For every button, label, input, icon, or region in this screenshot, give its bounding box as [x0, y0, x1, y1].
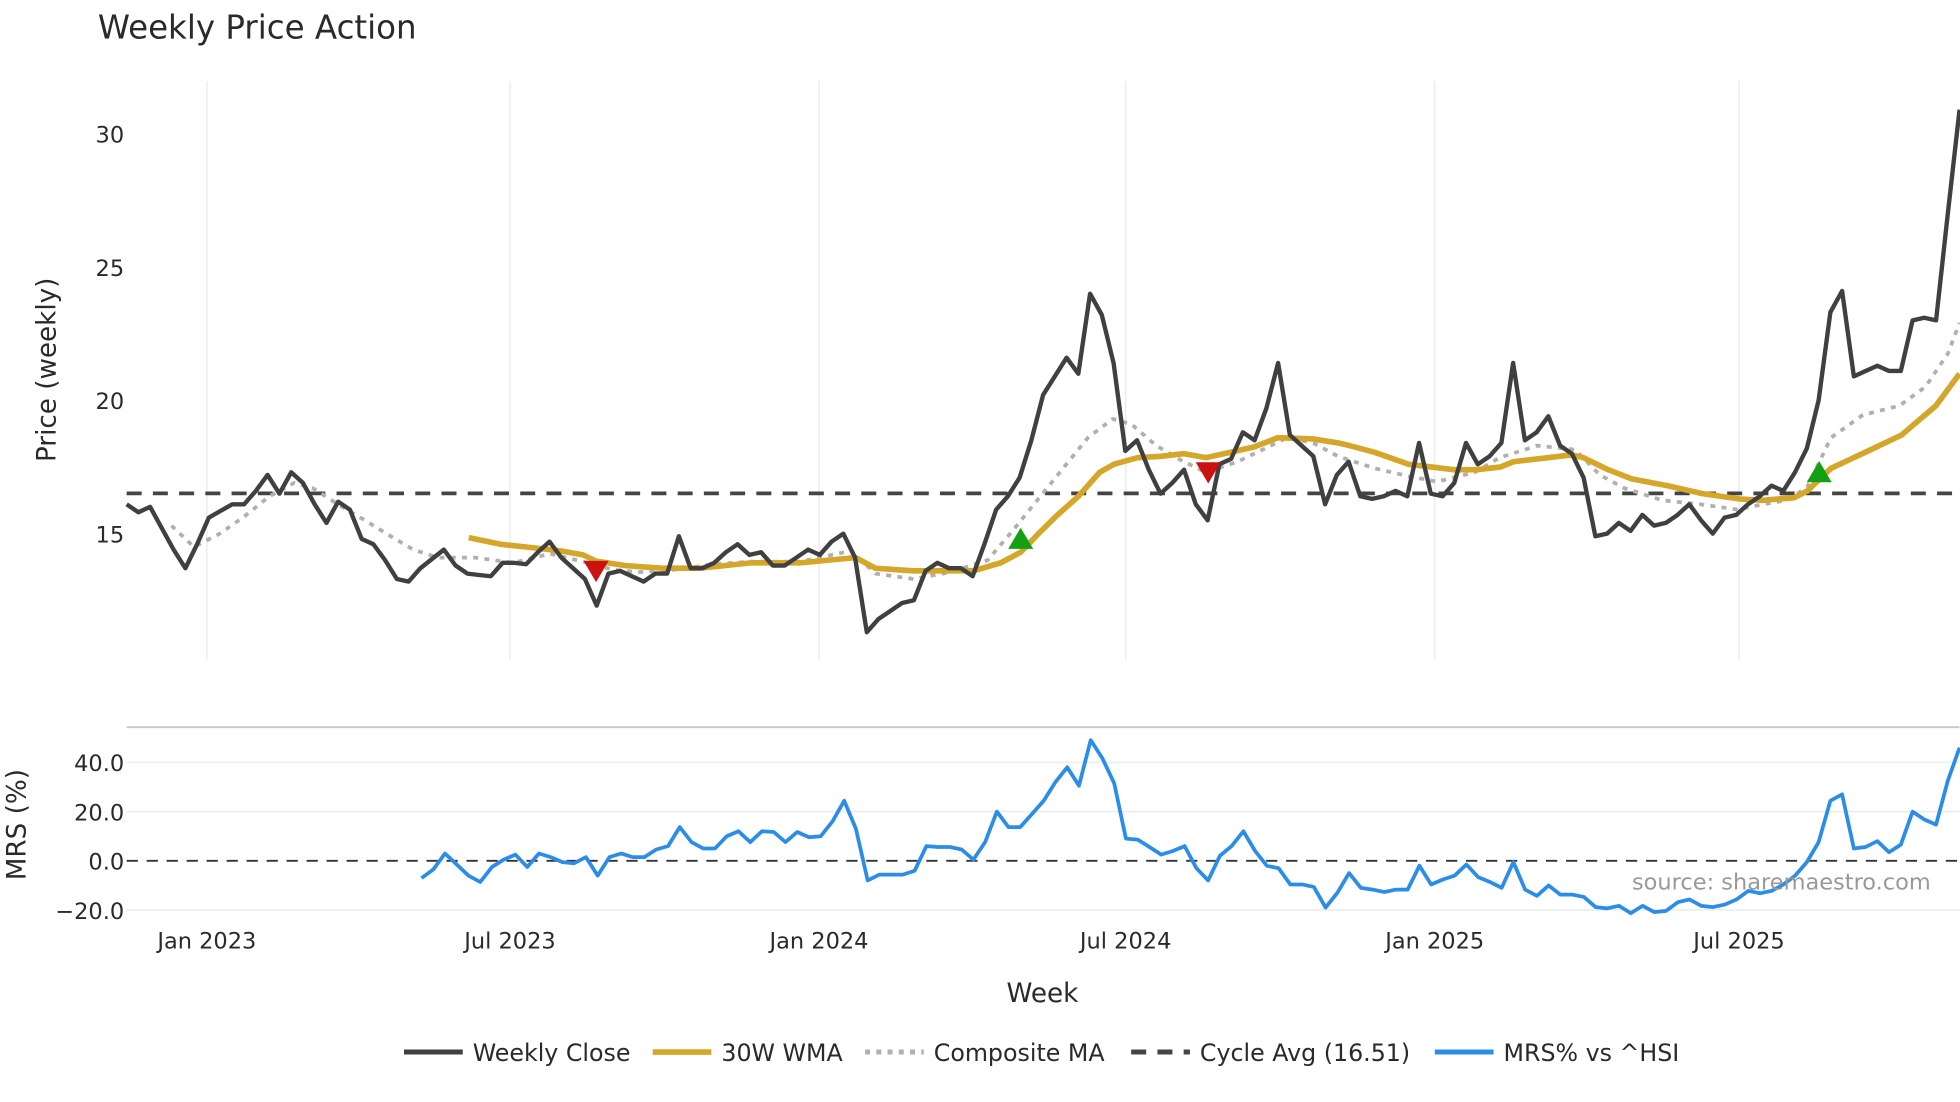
- buy-signal-triangle-up-icon: [1806, 461, 1832, 483]
- price-tick-label: 15: [96, 522, 125, 548]
- legend-label: MRS% vs ^HSI: [1504, 1039, 1680, 1067]
- price-tick-label: 25: [96, 256, 125, 282]
- x-tick-label: Jan 2025: [1383, 928, 1484, 954]
- series-lines: [125, 109, 1960, 916]
- x-tick-label: Jul 2025: [1691, 928, 1784, 954]
- legend-label: 30W WMA: [721, 1039, 843, 1067]
- series-line-weekly-close: [125, 109, 1960, 635]
- legend-label: Cycle Avg (16.51): [1200, 1039, 1410, 1067]
- mrs-tick-label: 40.0: [74, 751, 124, 777]
- x-ticks: Jan 2023 Jul 2023 Jan 2024 Jul 2024 Jan 2025…: [155, 928, 1784, 954]
- buy-signal-triangle-up-icon: [1008, 527, 1034, 549]
- mrs-tick-label: −20.0: [55, 899, 124, 925]
- sell-signal-triangle-down-icon: [583, 560, 609, 583]
- x-tick-label: Jan 2023: [155, 928, 256, 954]
- chart-title: Weekly Price Action: [98, 9, 417, 47]
- x-tick-label: Jan 2024: [768, 928, 869, 954]
- x-axis-label: Week: [1007, 979, 1080, 1009]
- legend-label: Weekly Close: [473, 1039, 631, 1067]
- source-annotation: source: sharemaestro.com: [1632, 870, 1931, 896]
- x-tick-label: Jul 2023: [462, 928, 555, 954]
- price-tick-label: 30: [96, 122, 125, 148]
- sell-signal-triangle-down-icon: [1195, 462, 1221, 484]
- signal-markers: [583, 461, 1832, 583]
- x-tick-label: Jul 2024: [1078, 928, 1171, 954]
- legend-label: Composite MA: [934, 1039, 1106, 1067]
- series-line-mrs-vs-hsi: [420, 738, 1960, 916]
- price-tick-label: 20: [96, 389, 125, 415]
- price-axis-label: Price (weekly): [32, 278, 62, 462]
- mrs-tick-label: 0.0: [88, 850, 124, 876]
- mrs-axis-label: MRS (%): [2, 769, 32, 880]
- legend: Weekly Close 30W WMA Composite MA Cycle Avg…: [404, 1039, 1679, 1067]
- mrs-tick-label: 20.0: [74, 800, 124, 826]
- grid: [126, 81, 1960, 911]
- series-line-30w-wma: [468, 372, 1960, 574]
- y-ticks: 15 20 25 30 −20.0 0.0 20.0 40.0: [55, 122, 124, 924]
